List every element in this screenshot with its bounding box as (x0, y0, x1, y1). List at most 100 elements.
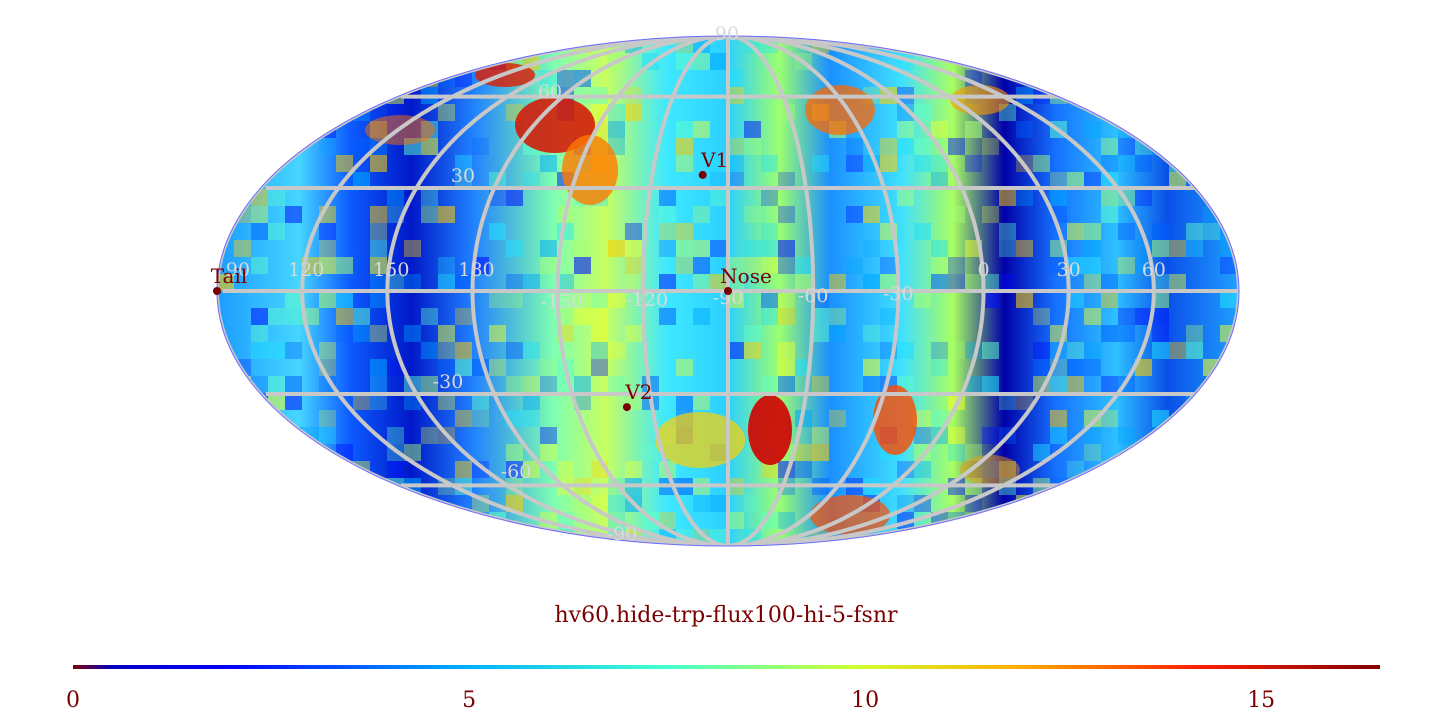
flux-pixel (540, 257, 557, 274)
flux-pixel (523, 172, 540, 189)
flux-pixel (1152, 325, 1169, 342)
flux-pixel (319, 342, 336, 359)
flux-pixel (217, 529, 234, 546)
flux-pixel (1101, 376, 1118, 393)
flux-pixel (1050, 257, 1067, 274)
flux-pixel (1101, 189, 1118, 206)
flux-pixel (965, 155, 982, 172)
flux-pixel (285, 393, 302, 410)
flux-pixel (1050, 172, 1067, 189)
flux-pixel (999, 189, 1016, 206)
meridian-line (300, 36, 729, 546)
flux-pixel (1016, 240, 1033, 257)
flux-pixel (1152, 240, 1169, 257)
flux-pixel (455, 461, 472, 478)
flux-pixel (625, 104, 642, 121)
flux-pixel (1033, 359, 1050, 376)
flux-pixel (846, 155, 863, 172)
flux-pixel (302, 495, 319, 512)
flux-pixel (761, 155, 778, 172)
flux-pixel (387, 495, 404, 512)
latitude-labels: 90 60 30 -30 -60 -90 (433, 23, 739, 545)
flux-pixel (1050, 529, 1067, 546)
flux-pixel (1033, 155, 1050, 172)
flux-pixel (829, 325, 846, 342)
flux-pixel (336, 291, 353, 308)
flux-pixel (1169, 53, 1186, 70)
flux-pixel (302, 53, 319, 70)
flux-pixel (727, 172, 744, 189)
flux-pixel (693, 393, 710, 410)
flux-pixel (302, 444, 319, 461)
flux-pixel (914, 291, 931, 308)
longitude-label: 90 (226, 259, 250, 281)
flux-pixel (1067, 495, 1084, 512)
flux-pixel (1237, 291, 1239, 308)
flux-pixel (217, 189, 234, 206)
marker-label: Nose (720, 264, 772, 288)
flux-pixel (319, 427, 336, 444)
flux-pixel (438, 53, 455, 70)
colorbar-tick-label: 15 (1247, 688, 1276, 713)
flux-pixel (897, 138, 914, 155)
flux-pixel (370, 155, 387, 172)
flux-pixel (217, 495, 234, 512)
flux-pixel (778, 512, 795, 529)
flux-pixel (676, 257, 693, 274)
flux-pixel (744, 257, 761, 274)
flux-pixel (999, 512, 1016, 529)
flux-pixel (846, 206, 863, 223)
flux-pixel (897, 121, 914, 138)
flux-pixel (353, 478, 370, 495)
flux-pixel (1016, 393, 1033, 410)
flux-pixel (795, 274, 812, 291)
flux-pixel (336, 257, 353, 274)
flux-pixel (846, 138, 863, 155)
flux-pixel (404, 512, 421, 529)
flux-pixel (982, 376, 999, 393)
flux-pixel (744, 342, 761, 359)
flux-pixel (1118, 325, 1135, 342)
flux-pixel (1186, 427, 1203, 444)
flux-pixel (387, 70, 404, 87)
flux-pixel (1050, 189, 1067, 206)
flux-pixel (1135, 104, 1152, 121)
longitude-label: -120 (625, 289, 668, 311)
flux-pixel (506, 444, 523, 461)
flux-pixel (982, 342, 999, 359)
flux-pixel (744, 240, 761, 257)
flux-pixel (863, 240, 880, 257)
flux-pixel (625, 325, 642, 342)
flux-pixel (404, 495, 421, 512)
flux-pixel (370, 495, 387, 512)
flux-pixel (948, 529, 965, 546)
flux-pixel (1186, 155, 1203, 172)
flux-pixel (234, 512, 251, 529)
flux-pixel (761, 257, 778, 274)
flux-pixel (1169, 342, 1186, 359)
flux-pixel (761, 189, 778, 206)
flux-pixel (999, 274, 1016, 291)
flux-pixel (727, 70, 744, 87)
flux-pixel (1203, 529, 1220, 546)
flux-pixel (795, 461, 812, 478)
flux-pixel (251, 206, 268, 223)
flux-pixel (574, 393, 591, 410)
flux-pixel (948, 206, 965, 223)
flux-pixel (1237, 36, 1239, 53)
flux-pixel (693, 240, 710, 257)
flux-pixel (1169, 427, 1186, 444)
flux-pixel (1203, 172, 1220, 189)
flux-pixel (744, 495, 761, 512)
flux-pixel (727, 274, 744, 291)
flux-pixel (234, 240, 251, 257)
flux-pixel (1135, 359, 1152, 376)
marker-label: V1 (700, 148, 728, 172)
flux-pixel (1237, 512, 1239, 529)
flux-pixel (251, 223, 268, 240)
flux-pixel (863, 206, 880, 223)
flux-pixel (1152, 529, 1169, 546)
flux-pixel (999, 393, 1016, 410)
flux-pixel (1220, 223, 1237, 240)
latitude-label: -90 (607, 523, 638, 545)
